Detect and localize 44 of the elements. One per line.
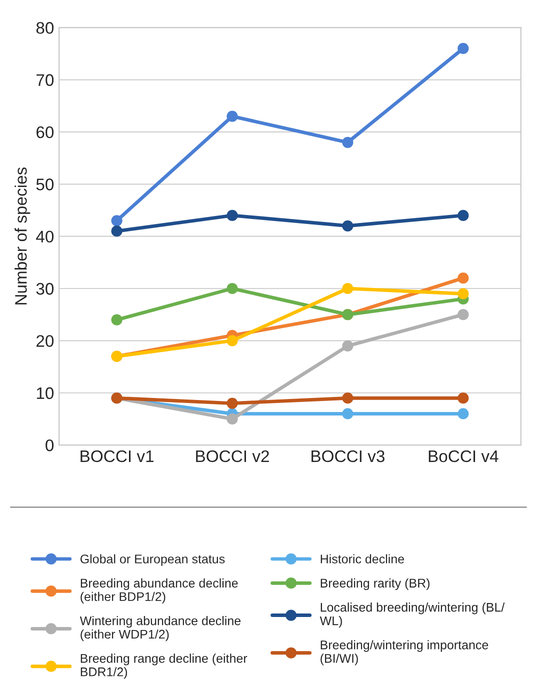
y-tick-label: 70 (36, 74, 54, 86)
y-tick-label: 30 (36, 282, 54, 295)
y-axis-title: Number of species (14, 167, 30, 304)
legend-label: Breeding abundance decline (either BDP1/2) (80, 578, 238, 604)
point (458, 288, 469, 300)
point (226, 282, 238, 294)
point (226, 413, 238, 425)
legend-label: Global or European status (80, 554, 225, 566)
legend-label: Breeding range decline (either BDR1/2) (80, 654, 248, 679)
point (458, 210, 469, 222)
point (458, 42, 469, 54)
point (458, 408, 469, 420)
y-tick-label: 20 (36, 335, 54, 347)
y-tick-label: 80 (36, 22, 54, 34)
legend-label: Wintering abundance decline (either WDP1/2) (80, 616, 241, 642)
point (111, 314, 122, 326)
point (342, 282, 354, 294)
point (342, 340, 354, 352)
point (226, 110, 238, 122)
point (342, 408, 354, 420)
point (458, 272, 469, 284)
legend-label: Breeding/wintering importance (BI/WI) (320, 640, 488, 666)
point (226, 398, 238, 409)
y-tick-label: 40 (36, 230, 54, 243)
y-tick-label: 50 (36, 178, 54, 190)
point (226, 210, 238, 222)
x-tick-label: BOCCI v1 (80, 450, 154, 462)
point (342, 136, 354, 148)
point (458, 309, 469, 320)
point (111, 215, 122, 226)
point (226, 335, 238, 346)
legend-label: Historic decline (320, 554, 404, 564)
legend-label: Breeding rarity (BR) (320, 578, 430, 590)
x-tick-label: BOCCI v2 (196, 450, 269, 462)
y-tick-label: 60 (36, 126, 54, 138)
x-tick-label: BOCCI v3 (312, 450, 384, 462)
legend-label: Localised breeding/wintering (BL/ WL) (320, 602, 505, 628)
point (458, 392, 469, 404)
point (342, 392, 354, 404)
point (342, 220, 354, 232)
point (111, 226, 122, 237)
y-tick-label: 10 (36, 387, 54, 400)
x-tick-label: BoCCI v4 (428, 450, 498, 462)
y-tick-label: 0 (46, 439, 54, 452)
